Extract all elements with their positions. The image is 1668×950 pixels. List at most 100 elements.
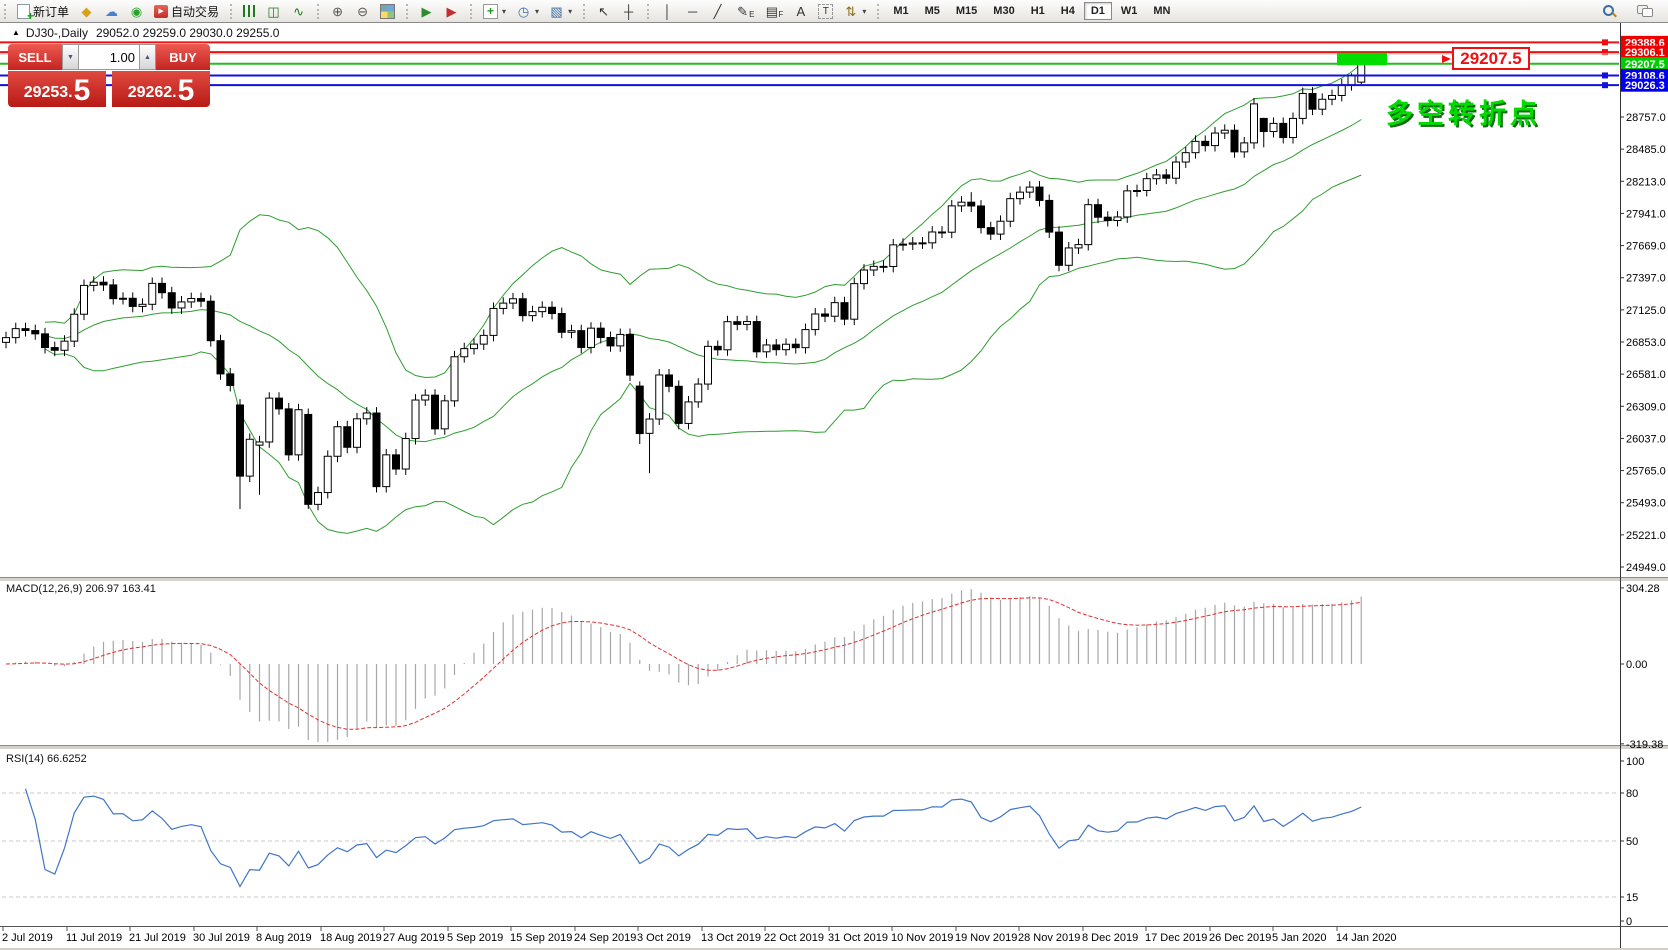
bar-chart-button[interactable] — [239, 1, 260, 21]
price-line-label-bg[interactable] — [1621, 57, 1668, 71]
price-axis-label: 26037.0 — [1626, 433, 1666, 445]
buy-button[interactable]: BUY — [156, 44, 210, 70]
line-chart-button[interactable]: ∿ — [287, 1, 310, 21]
zoom-in-button[interactable]: ⊕ — [326, 1, 349, 21]
zoom-out-icon: ⊖ — [357, 3, 368, 19]
toolbar-group: │ ─ ╱ ✎ E ▤ F A T ⇅ ▾ — [643, 0, 873, 22]
price-axis-label: 27941.0 — [1626, 208, 1666, 220]
arrows-caret-icon[interactable]: ▾ — [862, 6, 867, 16]
profiles-button[interactable]: ☁ — [100, 1, 123, 21]
timeframe-M5[interactable]: M5 — [918, 2, 947, 20]
macd-pane[interactable] — [5, 589, 1362, 742]
new-order-label: 新订单 — [33, 4, 70, 19]
price-callout-arrow-icon — [1442, 55, 1451, 63]
up-arrow-icon: ▲ — [144, 53, 151, 61]
line-end-marker[interactable] — [1602, 82, 1608, 89]
line-end-marker[interactable] — [1602, 39, 1608, 46]
fibonacci-button[interactable]: ▤ F — [760, 1, 787, 21]
sell-price[interactable]: 29253. 5 — [8, 71, 106, 107]
candle-chart-button[interactable]: ◫ — [262, 1, 285, 21]
price-axis-label: 25493.0 — [1626, 498, 1666, 510]
periods-caret-icon[interactable]: ▾ — [535, 6, 540, 16]
search-icon — [1602, 4, 1617, 19]
chart-shift-button[interactable]: ▶ — [440, 1, 463, 21]
price-line-label-bg[interactable] — [1621, 78, 1668, 92]
timeframe-M15[interactable]: M15 — [949, 2, 984, 20]
candle-chart-icon: ◫ — [267, 3, 280, 19]
indicators-icon — [483, 3, 499, 19]
volume-input[interactable] — [79, 44, 139, 70]
templates-button[interactable]: ▧ ▾ — [545, 1, 576, 21]
date-axis-label: 17 Dec 2019 — [1145, 932, 1207, 944]
highlight-rectangle[interactable] — [1337, 52, 1387, 66]
auto-scroll-icon: ▶ — [421, 3, 432, 19]
timeframe-H4[interactable]: H4 — [1054, 2, 1082, 20]
date-axis-label: 27 Aug 2019 — [383, 932, 445, 944]
new-order-icon — [17, 3, 34, 24]
crosshair-button[interactable]: ┼ — [617, 1, 640, 21]
horizontal-line-button[interactable]: ─ — [681, 1, 704, 21]
toolbar-right-icons — [1597, 1, 1668, 21]
main-price-pane[interactable] — [0, 39, 1619, 534]
text-button[interactable]: A — [789, 1, 812, 21]
line-end-marker[interactable] — [1602, 72, 1608, 79]
sell-button[interactable]: SELL — [8, 44, 62, 70]
tile-windows-icon — [380, 3, 396, 19]
cursor-button[interactable]: ↖ — [592, 1, 615, 21]
timeframe-W1[interactable]: W1 — [1114, 2, 1145, 20]
trendline-button[interactable]: ╱ — [706, 1, 729, 21]
turning-point-annotation[interactable]: 多空转折点 — [1386, 99, 1541, 130]
price-callout-box[interactable]: 29207.5 — [1452, 47, 1530, 70]
buy-price-main: 29262. — [127, 84, 177, 101]
new-order-button[interactable]: 新订单 — [13, 1, 73, 24]
autotrading-button[interactable]: 自动交易 — [150, 1, 223, 21]
date-axis-label: 14 Jan 2020 — [1336, 932, 1397, 944]
rsi-axis-label: 100 — [1626, 756, 1644, 768]
favorites-button[interactable]: ◆ — [75, 1, 98, 21]
signals-icon: ◉ — [130, 3, 143, 19]
signals-button[interactable]: ◉ — [125, 1, 148, 21]
rsi-axis-label: 50 — [1626, 836, 1638, 848]
search-button[interactable] — [1598, 1, 1621, 21]
timeframe-group: M1 M5 M15 M30 H1 H4 D1 W1 MN — [873, 0, 1180, 22]
timeframe-D1[interactable]: D1 — [1083, 2, 1112, 20]
volume-increase-button[interactable]: ▲ — [139, 44, 156, 70]
buy-price[interactable]: 29262. 5 — [112, 71, 210, 107]
timeframe-MN[interactable]: MN — [1146, 2, 1177, 20]
price-axis-label: 26581.0 — [1626, 369, 1666, 381]
arrows-button[interactable]: ⇅ ▾ — [839, 1, 870, 21]
date-axis-label: 8 Dec 2019 — [1082, 932, 1138, 944]
horizontal-price-lines[interactable] — [0, 39, 1619, 89]
date-axis-label: 5 Jan 2020 — [1272, 932, 1326, 944]
date-axis-label: 26 Dec 2019 — [1209, 932, 1271, 944]
rsi-pane[interactable] — [2, 788, 1619, 898]
chat-button[interactable] — [1633, 1, 1657, 21]
auto-scroll-button[interactable]: ▶ — [415, 1, 438, 21]
timeframe-H1[interactable]: H1 — [1024, 2, 1052, 20]
rsi-axis-label: 0 — [1626, 916, 1632, 928]
text-label-button[interactable]: T — [814, 1, 837, 21]
timeframe-M30[interactable]: M30 — [986, 2, 1021, 20]
volume-decrease-button[interactable]: ▼ — [62, 44, 79, 70]
zoom-out-button[interactable]: ⊖ — [351, 1, 374, 21]
rsi-indicator-label: RSI(14) 66.6252 — [6, 753, 87, 765]
line-end-marker[interactable] — [1602, 49, 1608, 56]
equidistant-channel-button[interactable]: ✎ E — [731, 1, 758, 21]
date-axis[interactable]: 2 Jul 2019 11 Jul 2019 21 Jul 2019 30 Jul 2… — [2, 927, 1397, 944]
expand-triangle-icon[interactable]: ▲ — [12, 28, 20, 37]
indicators-button[interactable]: ▾ — [479, 1, 510, 21]
price-axis-label: 27125.0 — [1626, 305, 1666, 317]
macd-indicator-label: MACD(12,26,9) 206.97 163.41 — [6, 583, 156, 595]
vertical-line-button[interactable]: │ — [656, 1, 679, 21]
templates-caret-icon[interactable]: ▾ — [568, 6, 573, 16]
periods-button[interactable]: ◷ ▾ — [512, 1, 543, 21]
timeframe-M1[interactable]: M1 — [886, 2, 915, 20]
price-line-label: 29306.1 — [1625, 47, 1665, 59]
tile-windows-button[interactable] — [376, 1, 399, 21]
price-line-label-bg[interactable] — [1621, 45, 1668, 59]
main-toolbar: 新订单◆☁◉自动交易◫∿⊕⊖▶▶▾◷▾▧▾↖┼│─╱✎E▤FAT⇅▾M1M5M1… — [0, 0, 1668, 24]
indicators-caret-icon[interactable]: ▾ — [502, 6, 507, 16]
periods-icon: ◷ — [517, 3, 530, 19]
